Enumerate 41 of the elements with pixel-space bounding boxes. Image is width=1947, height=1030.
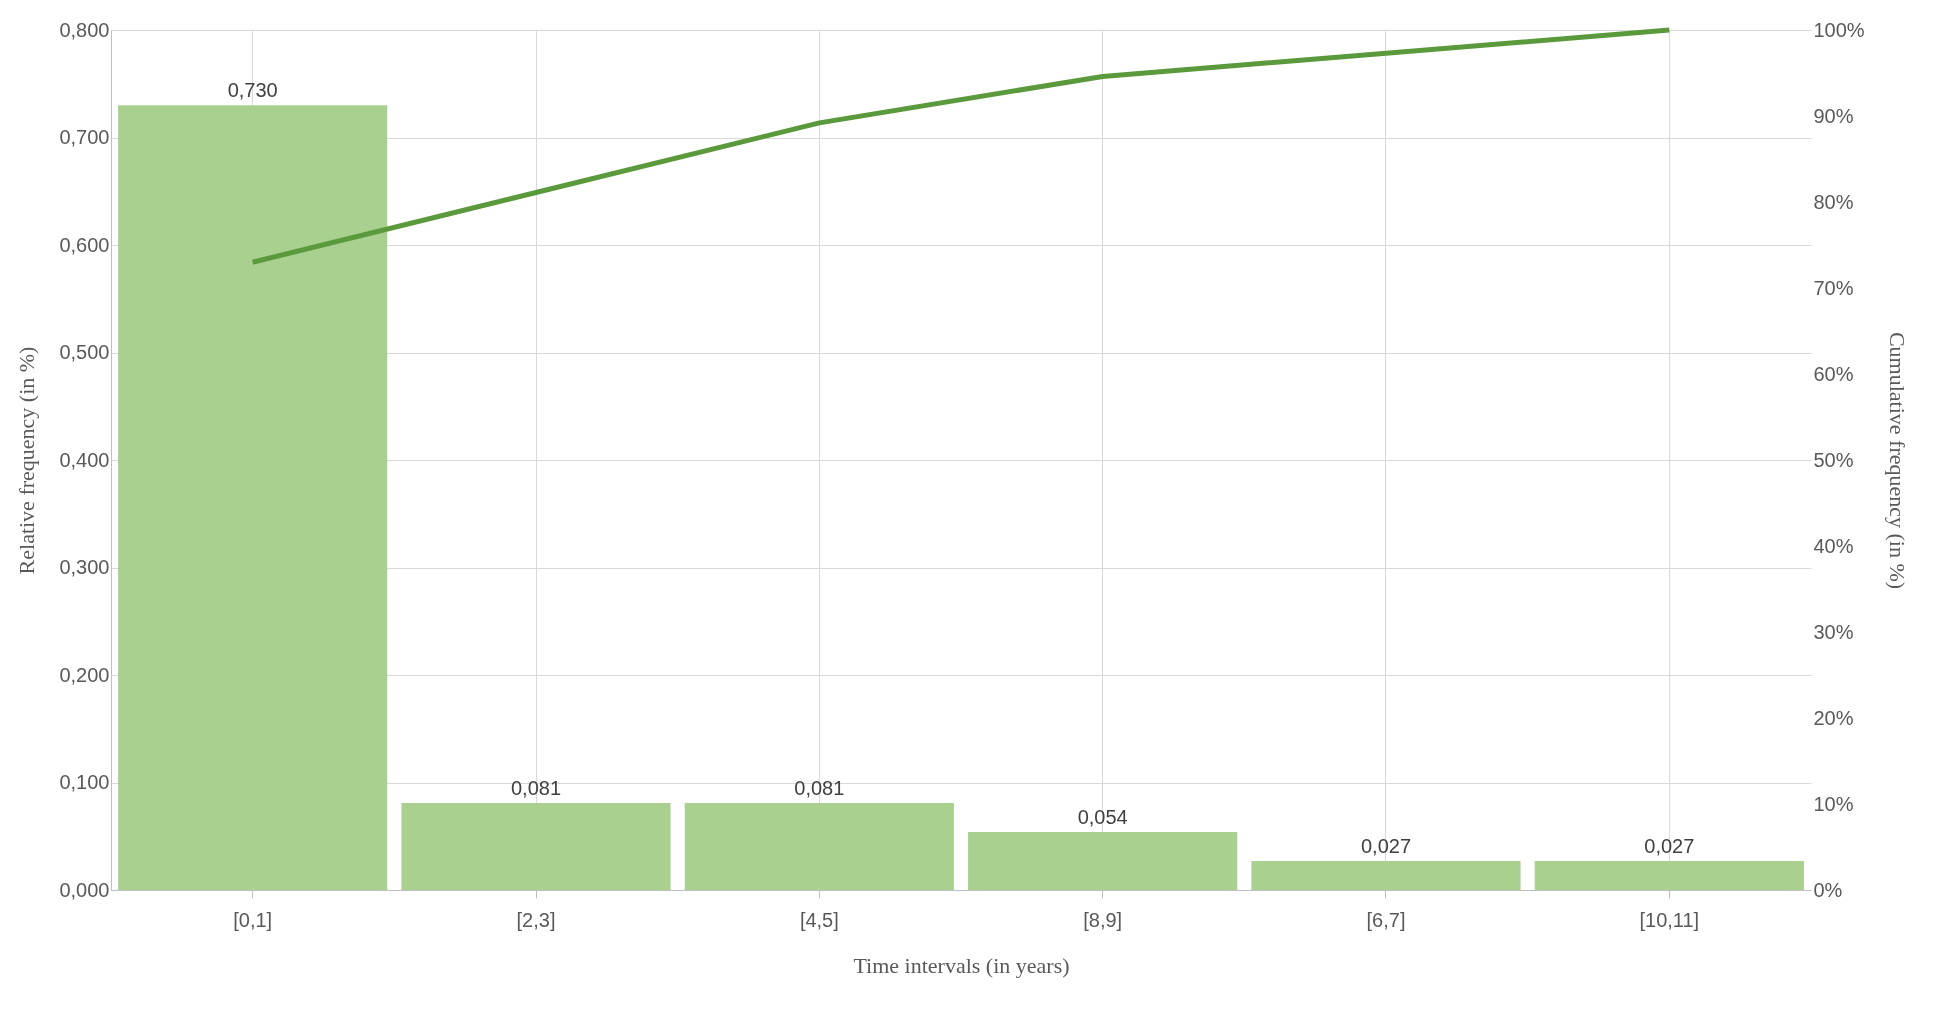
y2-tick-label: 60% [1813,362,1854,385]
x-tick-label: [8,9] [1083,908,1123,931]
x-tick-label: [0,1] [233,908,273,931]
y2-tick-label: 10% [1813,792,1854,815]
y-tick-label: 0,800 [59,18,110,41]
y-tick-label: 0,200 [59,663,110,686]
y-tick-label: 0,400 [59,448,110,471]
data-label: 0,054 [1077,805,1128,828]
y-tick-label: 0,100 [59,771,110,793]
bar [1251,860,1521,890]
bar [1534,860,1804,890]
y-axis-title: Relative frequency (in %) [14,346,40,575]
x-tick-label: [6,7] [1366,908,1406,931]
bar [684,802,954,890]
y2-tick-label: 100% [1813,18,1865,41]
x-tick-label: [10,11] [1639,908,1700,931]
bar [968,831,1238,890]
y2-tick-label: 70% [1813,276,1854,299]
y-tick-label: 0,600 [59,233,110,256]
y2-tick-label: 80% [1813,190,1854,213]
data-label: 0,730 [227,79,278,102]
data-label: 0,081 [794,776,845,799]
y2-axis-title: Cumulative frequency (in %) [1884,331,1910,590]
y2-tick-label: 30% [1813,620,1854,643]
data-label: 0,081 [510,776,562,799]
x-tick-label: [2,3] [516,908,556,931]
bar [401,802,671,890]
data-label: 0,027 [1644,834,1695,857]
y2-tick-label: 20% [1813,706,1854,729]
x-axis-title: Time intervals (in years) [853,952,1070,978]
y-tick-label: 0,300 [59,556,110,578]
y2-tick-label: 40% [1813,534,1854,557]
y2-tick-label: 90% [1813,104,1854,127]
y-tick-label: 0,700 [59,126,110,148]
y-tick-label: 0,000 [59,878,110,901]
y2-tick-label: 50% [1813,448,1854,471]
x-tick-label: [4,5] [799,908,839,931]
y-tick-label: 0,500 [59,341,110,363]
y2-tick-label: 0% [1813,878,1843,901]
data-label: 0,027 [1360,834,1412,857]
bar [118,105,388,890]
